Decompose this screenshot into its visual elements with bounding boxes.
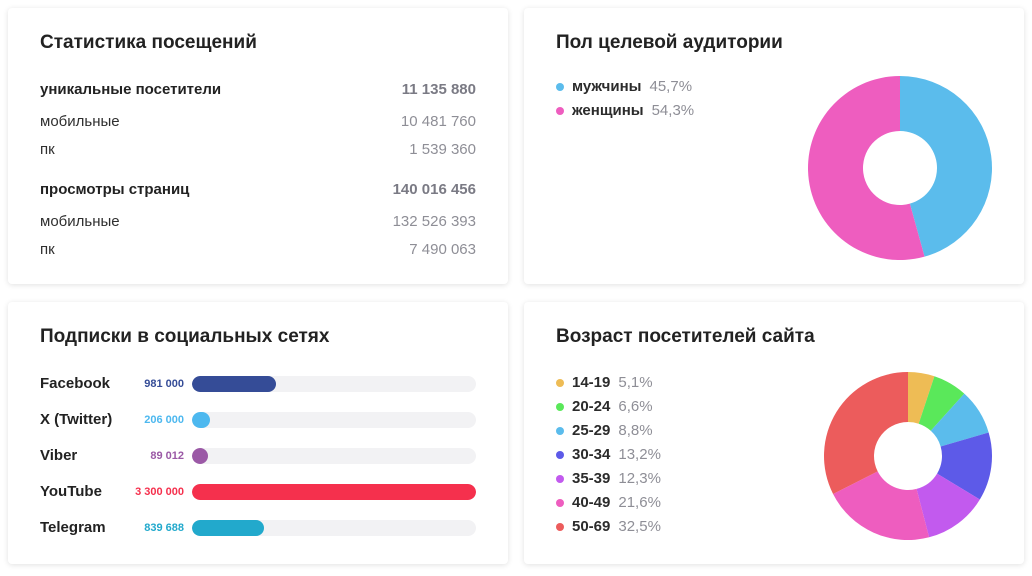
visit-stat-label: пк [40, 240, 55, 258]
legend-value: 6,6% [618, 398, 653, 415]
legend-value: 13,2% [618, 446, 661, 463]
donut-slice [900, 76, 993, 257]
legend-value: 21,6% [618, 494, 661, 511]
legend-item: 25-29 8,8% [556, 422, 653, 439]
visit-stats-title: Статистика посещений [40, 32, 257, 53]
legend-label: 50-69 [572, 518, 611, 535]
social-bar [192, 376, 277, 392]
age-title: Возраст посетителей сайта [556, 326, 815, 347]
legend-item: 14-19 5,1% [556, 374, 653, 391]
social-bar-track [192, 412, 476, 428]
legend-label: мужчины [572, 78, 642, 95]
social-bar-track [192, 484, 476, 500]
legend-item: 20-24 6,6% [556, 398, 653, 415]
social-bar-track [192, 448, 476, 464]
social-bar-track [192, 376, 476, 392]
social-name-label: Viber [40, 447, 78, 464]
donut-slice [916, 473, 980, 538]
visit-stat-row: уникальные посетители 11 135 880 [40, 80, 476, 98]
visit-stat-value: 140 016 456 [392, 180, 476, 198]
legend-value: 45,7% [649, 78, 693, 95]
gender-title: Пол целевой аудитории [556, 32, 783, 53]
legend-dot [556, 522, 564, 531]
age-card: Возраст посетителей сайта 14-19 5,1% 20-24… [524, 302, 1024, 564]
legend-value: 12,3% [618, 470, 661, 487]
visit-stat-row: пк 1 539 360 [40, 140, 476, 158]
social-bar-row: X (Twitter) 206 000 [40, 410, 476, 430]
visit-stat-value: 11 135 880 [401, 80, 476, 98]
donut-slice [930, 393, 989, 447]
legend-dot [556, 498, 564, 507]
legend-value: 8,8% [618, 422, 653, 439]
donut-slice [908, 372, 935, 424]
legend-value: 54,3% [651, 102, 695, 119]
legend-value: 32,5% [618, 518, 661, 535]
visit-stat-value: 7 490 063 [409, 240, 476, 258]
social-count-label: 839 688 [144, 522, 184, 534]
visit-stat-label: уникальные посетители [40, 80, 222, 98]
visit-stat-row: мобильные 10 481 760 [40, 112, 476, 130]
legend-label: 35-39 [572, 470, 611, 487]
visit-stat-label: просмотры страниц [40, 180, 190, 198]
social-bar [192, 448, 208, 464]
legend-item: мужчины 45,7% [556, 78, 692, 95]
visit-stat-row: пк 7 490 063 [40, 240, 476, 258]
social-bar-row: YouTube 3 300 000 [40, 482, 476, 502]
legend-dot [556, 378, 564, 387]
legend-dot [556, 402, 564, 411]
legend-label: 25-29 [572, 422, 611, 439]
legend-label: 20-24 [572, 398, 611, 415]
visit-stat-value: 10 481 760 [400, 112, 476, 130]
visit-stat-label: мобильные [40, 112, 120, 130]
legend-dot [556, 474, 564, 483]
legend-item: 35-39 12,3% [556, 470, 661, 487]
visit-stat-row: просмотры страниц 140 016 456 [40, 180, 476, 198]
legend-dot [556, 82, 564, 91]
legend-item: 30-34 13,2% [556, 446, 661, 463]
visit-stat-value: 132 526 393 [392, 212, 476, 230]
social-count-label: 3 300 000 [135, 486, 184, 498]
social-count-label: 89 012 [150, 450, 184, 462]
visit-stat-label: пк [40, 140, 55, 158]
visit-stat-label: мобильные [40, 212, 120, 230]
social-count-label: 206 000 [144, 414, 184, 426]
gender-card: Пол целевой аудитории мужчины 45,7% женщин… [524, 8, 1024, 284]
social-name-label: X (Twitter) [40, 411, 113, 428]
donut-slice [808, 76, 925, 260]
gender-donut-chart [808, 76, 993, 260]
social-title: Подписки в социальных сетях [40, 326, 330, 347]
visit-stat-value: 1 539 360 [409, 140, 476, 158]
donut-slice [918, 376, 965, 431]
legend-dot [556, 106, 564, 115]
legend-item: женщины 54,3% [556, 102, 694, 119]
social-name-label: Telegram [40, 519, 106, 536]
social-count-label: 981 000 [144, 378, 184, 390]
social-card: Подписки в социальных сетях Facebook 981 … [8, 302, 508, 564]
visit-stats-card: Статистика посещений уникальные посетите… [8, 8, 508, 284]
legend-label: 40-49 [572, 494, 611, 511]
legend-label: женщины [572, 102, 644, 119]
legend-item: 50-69 32,5% [556, 518, 661, 535]
donut-slice [824, 372, 908, 494]
legend-value: 5,1% [618, 374, 653, 391]
social-bar [192, 484, 476, 500]
social-bar [192, 412, 210, 428]
legend-dot [556, 426, 564, 435]
legend-label: 30-34 [572, 446, 611, 463]
legend-label: 14-19 [572, 374, 611, 391]
age-donut-chart [824, 372, 992, 540]
social-bar-row: Viber 89 012 [40, 446, 476, 466]
social-bar-row: Telegram 839 688 [40, 518, 476, 538]
social-bar-track [192, 520, 476, 536]
social-bar-row: Facebook 981 000 [40, 374, 476, 394]
social-name-label: Facebook [40, 375, 111, 392]
visit-stat-row: мобильные 132 526 393 [40, 212, 476, 230]
donut-slice [937, 432, 992, 500]
legend-dot [556, 450, 564, 459]
legend-item: 40-49 21,6% [556, 494, 661, 511]
donut-slice [833, 471, 930, 540]
social-bar [192, 520, 265, 536]
social-name-label: YouTube [40, 483, 102, 500]
